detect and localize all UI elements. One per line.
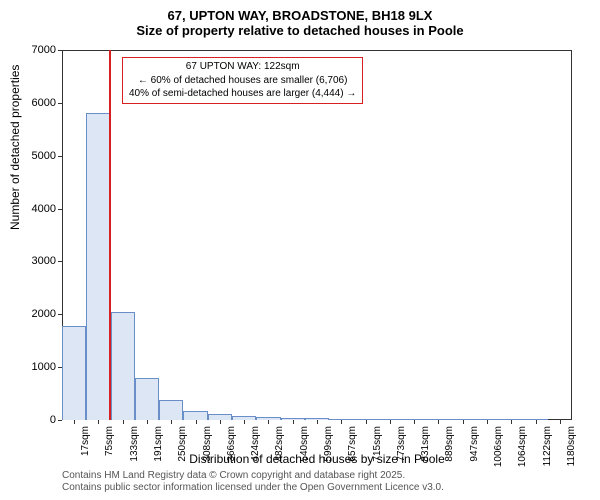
histogram-bar — [305, 418, 329, 420]
chart-title-line1: 67, UPTON WAY, BROADSTONE, BH18 9LX — [0, 0, 600, 23]
y-tick-label: 7000 — [16, 44, 62, 56]
y-tick-label: 4000 — [16, 203, 62, 215]
x-tick-mark — [414, 420, 415, 424]
x-tick-mark — [560, 420, 561, 424]
x-tick-mark — [511, 420, 512, 424]
annotation-line1: 67 UPTON WAY: 122sqm — [129, 60, 356, 74]
histogram-bar — [475, 419, 499, 420]
histogram-bar — [135, 378, 159, 420]
x-tick-mark — [317, 420, 318, 424]
annotation-line3: 40% of semi-detached houses are larger (… — [129, 87, 356, 101]
x-tick-mark — [390, 420, 391, 424]
x-tick-mark — [438, 420, 439, 424]
x-tick-mark — [147, 420, 148, 424]
x-tick-mark — [171, 420, 172, 424]
histogram-bar — [426, 419, 450, 420]
x-tick-mark — [196, 420, 197, 424]
histogram-bar — [86, 113, 110, 420]
x-tick-mark — [98, 420, 99, 424]
plot-area: 0100020003000400050006000700017sqm75sqm1… — [62, 50, 572, 420]
y-tick-mark — [58, 209, 62, 210]
x-tick-mark — [123, 420, 124, 424]
property-marker-line — [109, 50, 111, 420]
footer-line1: Contains HM Land Registry data © Crown c… — [62, 470, 405, 481]
right-axis-line — [571, 50, 572, 420]
annotation-line2: ← 60% of detached houses are smaller (6,… — [129, 74, 356, 88]
y-tick-mark — [58, 50, 62, 51]
x-tick-label: 17sqm — [78, 420, 91, 456]
x-tick-mark — [293, 420, 294, 424]
chart-title-line2: Size of property relative to detached ho… — [0, 23, 600, 42]
y-tick-mark — [58, 261, 62, 262]
x-tick-mark — [366, 420, 367, 424]
y-tick-label: 5000 — [16, 150, 62, 162]
y-tick-label: 0 — [16, 414, 62, 426]
y-tick-label: 2000 — [16, 308, 62, 320]
histogram-bar — [183, 411, 207, 421]
chart-container: 67, UPTON WAY, BROADSTONE, BH18 9LX Size… — [0, 0, 600, 500]
histogram-bar — [111, 312, 135, 420]
histogram-bar — [329, 419, 353, 420]
histogram-bar — [159, 400, 183, 420]
x-tick-mark — [268, 420, 269, 424]
x-tick-mark — [487, 420, 488, 424]
histogram-bar — [451, 419, 475, 420]
x-tick-mark — [341, 420, 342, 424]
histogram-bar — [208, 414, 232, 420]
histogram-bar — [62, 326, 86, 420]
histogram-bar — [281, 418, 305, 420]
histogram-bar — [256, 417, 280, 420]
x-tick-mark — [74, 420, 75, 424]
x-tick-mark — [220, 420, 221, 424]
histogram-bar — [499, 419, 523, 420]
histogram-bar — [353, 419, 377, 420]
histogram-bar — [378, 419, 402, 420]
y-tick-label: 6000 — [16, 97, 62, 109]
y-tick-mark — [58, 103, 62, 104]
histogram-bar — [402, 419, 426, 420]
x-axis-label: Distribution of detached houses by size … — [62, 452, 572, 466]
x-tick-mark — [244, 420, 245, 424]
y-tick-label: 1000 — [16, 361, 62, 373]
top-axis-line — [62, 50, 572, 51]
y-tick-mark — [58, 314, 62, 315]
annotation-box: 67 UPTON WAY: 122sqm← 60% of detached ho… — [122, 57, 363, 104]
histogram-bar — [523, 419, 547, 420]
x-tick-label: 75sqm — [102, 420, 115, 456]
histogram-bar — [232, 416, 256, 420]
x-tick-mark — [463, 420, 464, 424]
y-tick-label: 3000 — [16, 255, 62, 267]
x-tick-mark — [536, 420, 537, 424]
y-tick-mark — [58, 156, 62, 157]
footer-line2: Contains public sector information licen… — [62, 482, 444, 493]
y-tick-mark — [58, 420, 62, 421]
